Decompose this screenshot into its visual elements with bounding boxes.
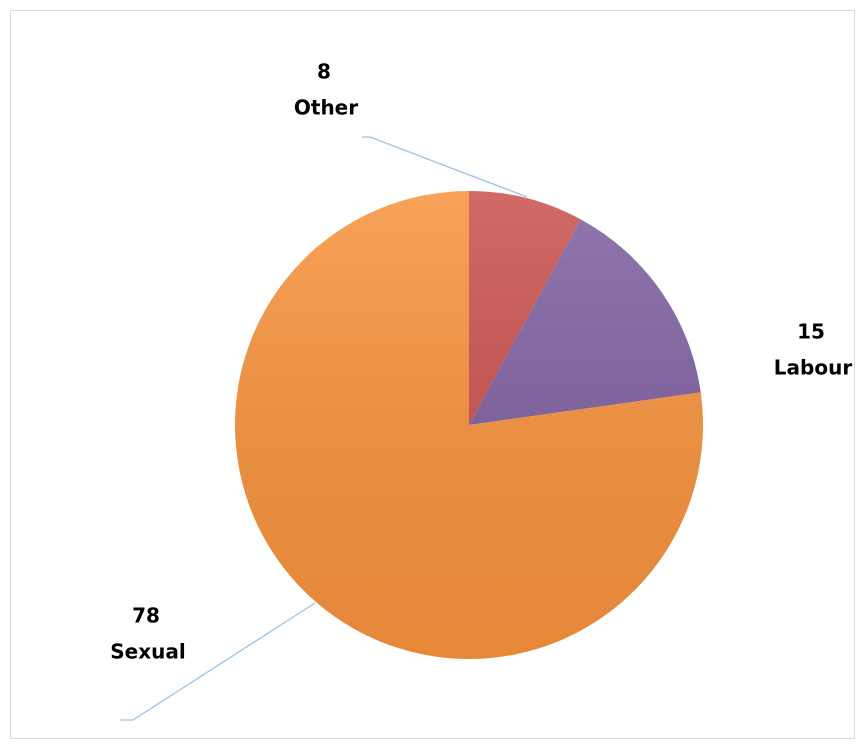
- data-label: 78: [132, 604, 160, 628]
- category-label: Labour: [774, 356, 853, 380]
- data-label: 8: [317, 60, 331, 84]
- category-label: Sexual: [110, 640, 185, 664]
- leader-line: [362, 136, 528, 198]
- category-label: Other: [294, 96, 358, 120]
- leader-line: [120, 602, 316, 721]
- data-label: 15: [797, 320, 825, 344]
